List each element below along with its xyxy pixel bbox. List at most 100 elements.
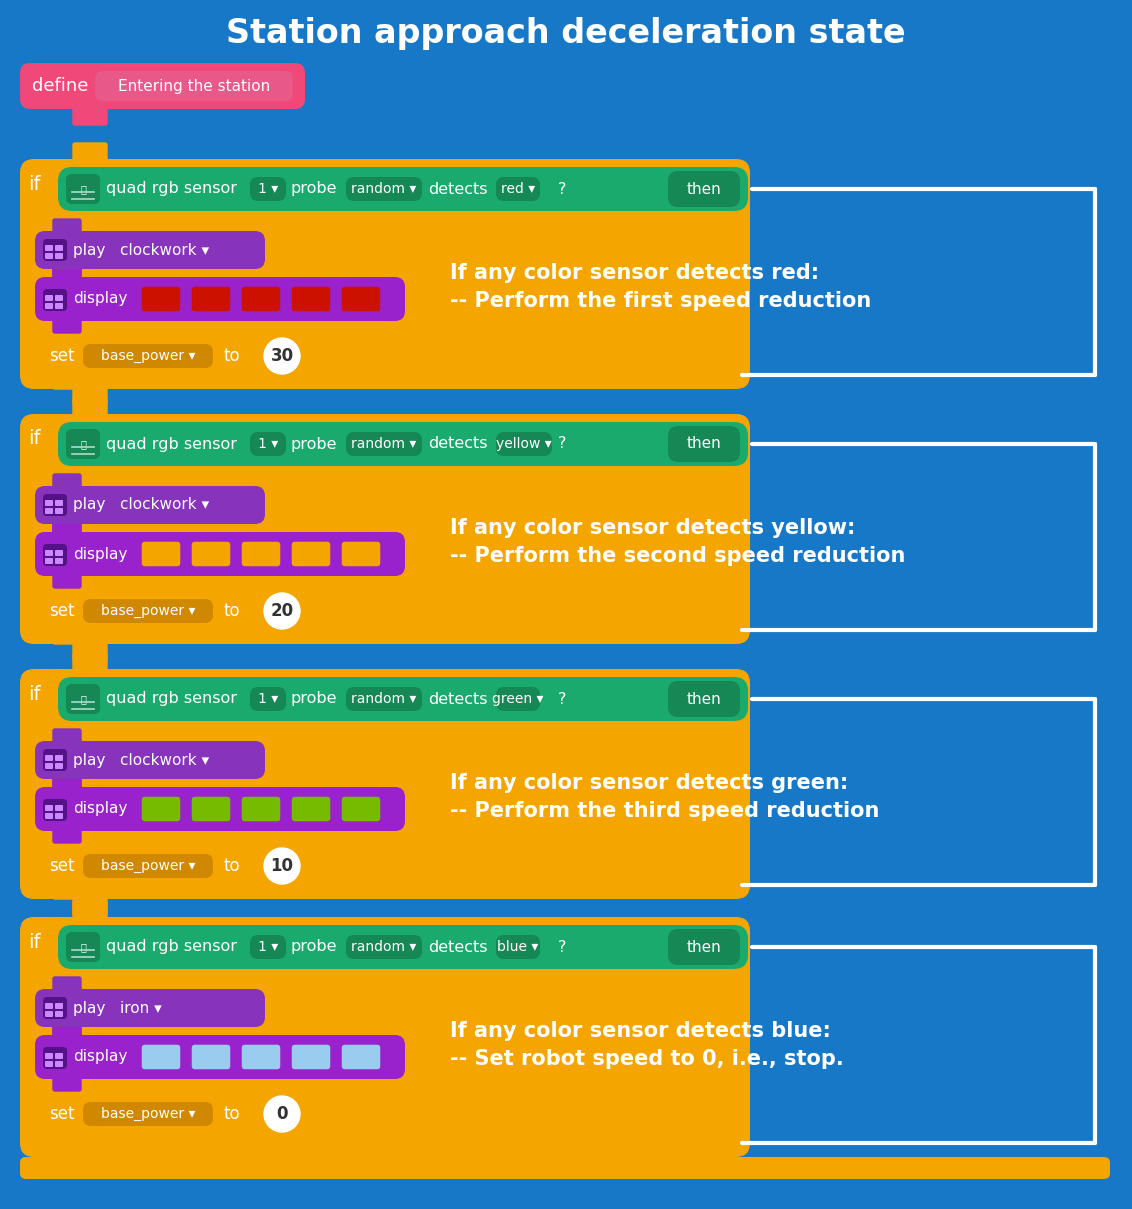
FancyBboxPatch shape <box>140 285 182 313</box>
FancyBboxPatch shape <box>53 775 82 791</box>
Text: 1 ▾: 1 ▾ <box>258 183 278 196</box>
FancyBboxPatch shape <box>290 540 332 568</box>
FancyBboxPatch shape <box>140 1043 182 1071</box>
FancyBboxPatch shape <box>20 413 751 644</box>
Text: random ▾: random ▾ <box>351 436 417 451</box>
Text: If any color sensor detects blue:: If any color sensor detects blue: <box>451 1020 831 1041</box>
FancyBboxPatch shape <box>53 265 82 280</box>
Text: 30: 30 <box>271 347 293 365</box>
Text: probe: probe <box>291 181 337 197</box>
Text: Station approach deceleration state: Station approach deceleration state <box>226 17 906 51</box>
Text: probe: probe <box>291 939 337 954</box>
Text: 0: 0 <box>276 1105 288 1123</box>
FancyBboxPatch shape <box>43 544 67 566</box>
Text: Entering the station: Entering the station <box>118 79 271 93</box>
Text: -- Perform the second speed reduction: -- Perform the second speed reduction <box>451 546 906 566</box>
FancyBboxPatch shape <box>55 303 63 310</box>
FancyBboxPatch shape <box>668 681 740 717</box>
Text: blue ▾: blue ▾ <box>497 941 539 954</box>
FancyBboxPatch shape <box>45 1003 53 1010</box>
Text: -- Perform the third speed reduction: -- Perform the third speed reduction <box>451 802 880 821</box>
Text: ?: ? <box>558 692 566 706</box>
FancyBboxPatch shape <box>190 796 232 823</box>
Text: ?: ? <box>558 181 566 197</box>
FancyBboxPatch shape <box>72 901 108 921</box>
FancyBboxPatch shape <box>496 935 540 959</box>
Text: detects: detects <box>428 939 488 954</box>
FancyBboxPatch shape <box>35 590 335 632</box>
Text: display: display <box>72 546 128 561</box>
Text: quad rgb sensor: quad rgb sensor <box>106 692 237 706</box>
Text: probe: probe <box>291 436 337 451</box>
FancyBboxPatch shape <box>45 812 53 818</box>
FancyBboxPatch shape <box>45 754 53 760</box>
FancyBboxPatch shape <box>346 177 422 201</box>
FancyBboxPatch shape <box>20 669 751 899</box>
FancyBboxPatch shape <box>55 550 63 556</box>
FancyBboxPatch shape <box>53 1130 82 1147</box>
Text: to: to <box>223 1105 240 1123</box>
Text: quad rgb sensor: quad rgb sensor <box>106 939 237 954</box>
FancyBboxPatch shape <box>45 763 53 769</box>
FancyBboxPatch shape <box>250 935 286 959</box>
FancyBboxPatch shape <box>53 1023 82 1039</box>
FancyBboxPatch shape <box>55 763 63 769</box>
Circle shape <box>264 848 300 884</box>
Text: -- Perform the first speed reduction: -- Perform the first speed reduction <box>451 291 872 311</box>
FancyBboxPatch shape <box>45 1011 53 1017</box>
FancyBboxPatch shape <box>43 1047 67 1069</box>
FancyBboxPatch shape <box>190 1043 232 1071</box>
FancyBboxPatch shape <box>240 540 282 568</box>
FancyBboxPatch shape <box>53 627 82 644</box>
Text: quad rgb sensor: quad rgb sensor <box>106 436 237 451</box>
FancyBboxPatch shape <box>66 684 100 715</box>
FancyBboxPatch shape <box>43 239 67 261</box>
FancyBboxPatch shape <box>45 559 53 565</box>
FancyBboxPatch shape <box>55 1062 63 1068</box>
Circle shape <box>264 592 300 629</box>
FancyBboxPatch shape <box>290 285 332 313</box>
FancyBboxPatch shape <box>53 572 82 588</box>
FancyBboxPatch shape <box>55 1053 63 1059</box>
Text: then: then <box>687 436 721 451</box>
FancyBboxPatch shape <box>53 729 82 745</box>
FancyBboxPatch shape <box>20 160 751 389</box>
FancyBboxPatch shape <box>668 426 740 462</box>
Text: 20: 20 <box>271 602 293 620</box>
FancyBboxPatch shape <box>340 285 381 313</box>
Text: set: set <box>49 857 75 875</box>
FancyBboxPatch shape <box>43 750 67 771</box>
FancyBboxPatch shape <box>72 384 108 405</box>
FancyBboxPatch shape <box>55 295 63 301</box>
FancyBboxPatch shape <box>53 520 82 536</box>
Text: play   iron ▾: play iron ▾ <box>72 1001 162 1016</box>
FancyBboxPatch shape <box>35 845 335 887</box>
Text: If any color sensor detects green:: If any color sensor detects green: <box>451 773 848 793</box>
FancyBboxPatch shape <box>83 1101 213 1126</box>
FancyBboxPatch shape <box>190 540 232 568</box>
Text: display: display <box>72 802 128 816</box>
FancyBboxPatch shape <box>53 977 82 993</box>
Text: play   clockwork ▾: play clockwork ▾ <box>72 497 209 513</box>
FancyBboxPatch shape <box>58 422 748 465</box>
FancyBboxPatch shape <box>340 540 381 568</box>
Text: detects: detects <box>428 692 488 706</box>
FancyBboxPatch shape <box>496 177 540 201</box>
FancyBboxPatch shape <box>53 317 82 332</box>
FancyBboxPatch shape <box>66 174 100 204</box>
Text: base_power ▾: base_power ▾ <box>101 349 195 363</box>
Text: 1 ▾: 1 ▾ <box>258 436 278 451</box>
Text: if: if <box>28 684 41 704</box>
FancyBboxPatch shape <box>58 167 748 212</box>
Text: yellow ▾: yellow ▾ <box>496 436 552 451</box>
FancyBboxPatch shape <box>35 231 265 268</box>
FancyBboxPatch shape <box>35 277 405 322</box>
Text: base_power ▾: base_power ▾ <box>101 858 195 873</box>
Text: then: then <box>687 181 721 197</box>
Text: to: to <box>223 857 240 875</box>
FancyBboxPatch shape <box>45 245 53 251</box>
FancyBboxPatch shape <box>35 787 405 831</box>
FancyBboxPatch shape <box>53 265 82 280</box>
FancyBboxPatch shape <box>35 989 265 1026</box>
Text: set: set <box>49 347 75 365</box>
